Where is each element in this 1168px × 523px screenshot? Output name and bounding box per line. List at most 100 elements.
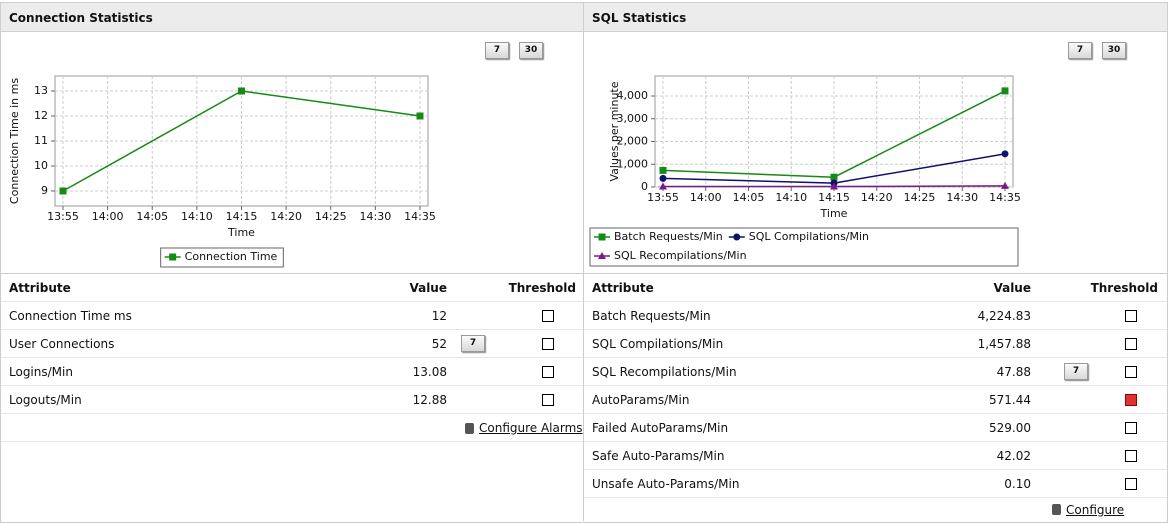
x-axis-label: Time (820, 207, 848, 220)
period-button[interactable]: 30 (1102, 42, 1126, 59)
table-row: User Connections 52 7 (1, 330, 583, 358)
threshold-icon[interactable] (1125, 394, 1137, 406)
attribute: AutoParams/Min (592, 393, 690, 407)
configure-alarms-link[interactable]: Configure Alarms (479, 421, 583, 435)
data-point (416, 112, 424, 120)
data-point (659, 182, 667, 190)
threshold-icon[interactable] (1125, 422, 1137, 434)
table-row: Failed AutoParams/Min 529.00 (584, 414, 1167, 442)
table-footer: Configure Alarms (584, 498, 1167, 520)
x-tick-label: 14:20 (270, 210, 302, 223)
threshold-icon[interactable] (1125, 366, 1137, 378)
header-cell: Value (993, 281, 1031, 295)
panel-title: Connection Statistics (0, 2, 584, 32)
x-tick-label: 14:00 (690, 191, 722, 204)
period-button[interactable]: 7 (485, 42, 509, 59)
attribute: SQL Compilations/Min (592, 337, 724, 351)
x-tick-label: 13:55 (647, 191, 679, 204)
legend-marker (598, 252, 606, 259)
threshold-icon[interactable] (1125, 338, 1137, 350)
y-tick-label: 1,000 (617, 157, 649, 170)
y-tick-label: 12 (34, 109, 48, 122)
value: 52 (431, 337, 447, 351)
header-cell: Attribute (9, 281, 71, 295)
separator (1, 273, 583, 274)
x-tick-label: 14:35 (404, 210, 436, 223)
x-tick-label: 14:00 (92, 210, 124, 223)
table-row: Connection Time ms 12 (1, 302, 583, 330)
threshold-icon[interactable] (542, 394, 554, 406)
header-cell: Threshold (508, 281, 576, 295)
period-button[interactable]: 7 (1064, 363, 1088, 380)
y-axis-label: Values per minute (608, 81, 621, 181)
period-button[interactable]: 7 (1068, 42, 1092, 59)
y-tick-label: 9 (41, 184, 48, 197)
separator (584, 273, 1167, 274)
x-tick-label: 14:30 (360, 210, 392, 223)
attribute: Logouts/Min (9, 393, 82, 407)
table-row: Safe Auto-Params/Min 42.02 (584, 442, 1167, 470)
configure-alarms-link[interactable]: Configure Alarms (1066, 503, 1125, 517)
value: 4,224.83 (977, 309, 1031, 323)
threshold-icon[interactable] (542, 310, 554, 322)
x-tick-label: 14:25 (315, 210, 347, 223)
divider (583, 2, 584, 521)
threshold-icon[interactable] (1125, 478, 1137, 490)
x-axis-label: Time (227, 226, 255, 239)
data-point (1001, 87, 1009, 95)
header-cell: Attribute (592, 281, 654, 295)
y-tick-label: 3,000 (617, 112, 649, 125)
table-row: Logouts/Min 12.88 (1, 386, 583, 414)
attribute: Unsafe Auto-Params/Min (592, 477, 740, 491)
data-point (659, 166, 667, 174)
threshold-icon[interactable] (1125, 450, 1137, 462)
x-tick-label: 14:05 (733, 191, 765, 204)
y-tick-label: 0 (641, 180, 648, 193)
x-tick-label: 14:15 (226, 210, 258, 223)
value: 42.02 (996, 449, 1031, 463)
attribute: Connection Time ms (9, 309, 132, 323)
table-row: SQL Compilations/Min 1,457.88 (584, 330, 1167, 358)
legend-label: Connection Time (185, 250, 278, 263)
table-row: Unsafe Auto-Params/Min 0.10 (584, 470, 1167, 498)
period-button[interactable]: 30 (519, 42, 543, 59)
value: 12.88 (412, 393, 447, 407)
data-point (830, 182, 838, 190)
alarm-icon (465, 423, 474, 434)
attribute: SQL Recompilations/Min (592, 365, 737, 379)
value: 12 (431, 309, 447, 323)
legend-marker (169, 253, 177, 261)
data-point (59, 187, 67, 195)
alarm-icon (1052, 504, 1061, 515)
data-point (1001, 150, 1009, 158)
header-cell: Value (409, 281, 447, 295)
table-row: Configure Alarms (1, 414, 583, 442)
x-tick-label: 14:10 (181, 210, 213, 223)
attribute: Safe Auto-Params/Min (592, 449, 725, 463)
value: 529.00 (989, 421, 1031, 435)
threshold-icon[interactable] (1125, 310, 1137, 322)
attribute: Failed AutoParams/Min (592, 421, 729, 435)
legend-label: SQL Recompilations/Min (614, 249, 747, 262)
value: 0.10 (1004, 477, 1031, 491)
value: 47.88 (996, 365, 1031, 379)
attribute: Batch Requests/Min (592, 309, 711, 323)
threshold-icon[interactable] (542, 338, 554, 350)
chart: 0 1,000 2,000 3,000 4,000 13:55 14:00 14:05 14:1… (589, 75, 1021, 267)
y-tick-label: 11 (34, 134, 48, 147)
threshold-icon[interactable] (542, 366, 554, 378)
x-tick-label: 14:25 (904, 191, 936, 204)
table-row: SQL Recompilations/Min 47.88 7 (584, 358, 1167, 386)
table-row: AutoParams/Min 571.44 (584, 386, 1167, 414)
data-point (1001, 181, 1009, 189)
x-tick-label: 14:30 (946, 191, 978, 204)
header-cell: Threshold (1090, 281, 1158, 295)
data-point (830, 173, 838, 181)
x-tick-label: 14:05 (136, 210, 168, 223)
period-button[interactable]: 7 (461, 335, 485, 352)
x-tick-label: 14:20 (861, 191, 893, 204)
legend-marker (733, 233, 741, 241)
data-point (238, 87, 245, 95)
legend-label: Batch Requests/Min (614, 230, 723, 243)
